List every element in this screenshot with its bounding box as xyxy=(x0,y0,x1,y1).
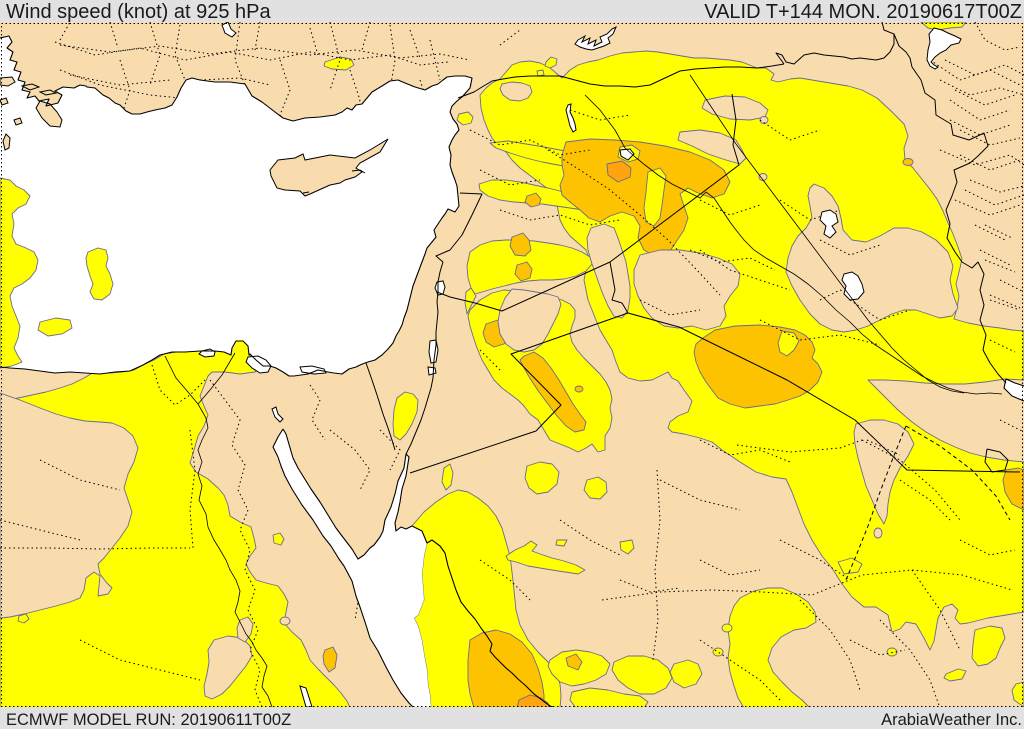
svg-text:VALID T+144 MON. 20190617T00Z: VALID T+144 MON. 20190617T00Z xyxy=(704,1,1022,23)
svg-text:ArabiaWeather Inc.: ArabiaWeather Inc. xyxy=(881,711,1022,729)
svg-text:Wind speed (knot) at 925 hPa: Wind speed (knot) at 925 hPa xyxy=(6,1,271,23)
svg-text:ECMWF MODEL RUN: 20190611T00Z: ECMWF MODEL RUN: 20190611T00Z xyxy=(6,711,291,729)
